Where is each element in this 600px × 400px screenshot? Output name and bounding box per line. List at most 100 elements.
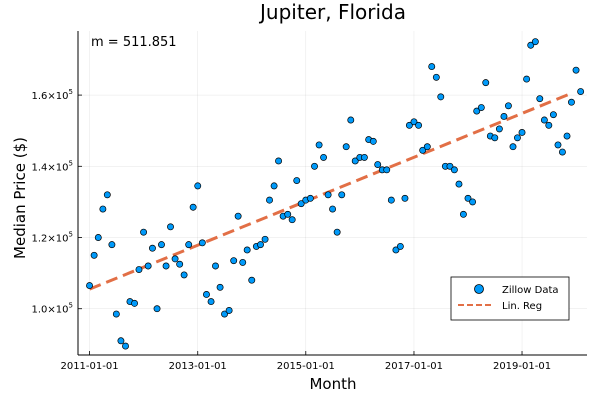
data-point <box>446 162 454 170</box>
data-point <box>554 141 562 149</box>
data-point <box>225 307 233 314</box>
y-axis-label: Median Price ($) <box>11 137 29 259</box>
data-point <box>140 228 148 236</box>
data-point <box>207 298 215 306</box>
data-point <box>122 342 129 350</box>
data-point <box>558 148 566 156</box>
data-point <box>243 246 251 254</box>
x-tick-label: 2017-01-01 <box>385 361 443 372</box>
data-point <box>473 107 481 115</box>
data-point <box>572 66 580 74</box>
y-tick-label: 1.4×105 <box>32 159 73 173</box>
data-point <box>194 182 202 190</box>
data-point <box>329 205 337 213</box>
data-point <box>432 73 440 81</box>
data-point <box>410 118 418 126</box>
data-point <box>347 116 355 124</box>
data-point <box>248 276 256 284</box>
data-point <box>158 241 165 249</box>
data-point <box>270 182 278 190</box>
data-point <box>117 337 125 345</box>
regression-series <box>88 91 573 291</box>
data-point <box>212 262 219 270</box>
data-point <box>176 260 184 268</box>
data-point <box>288 216 296 224</box>
data-point <box>392 246 400 254</box>
legend-marker-zillow-data <box>474 284 484 294</box>
x-axis-label: Month <box>309 375 356 393</box>
data-point <box>230 257 238 265</box>
data-point <box>266 196 273 204</box>
data-point <box>306 194 314 202</box>
data-point <box>387 196 395 204</box>
grid <box>78 31 587 355</box>
data-point <box>216 283 224 291</box>
data-point <box>477 104 485 112</box>
data-point <box>536 95 544 103</box>
data-point <box>311 162 318 170</box>
data-point <box>86 282 93 290</box>
slope-annotation: m = 511.851 <box>91 35 177 50</box>
x-tick-label: 2015-01-01 <box>277 361 335 372</box>
data-point <box>469 198 477 206</box>
data-point <box>131 299 138 307</box>
data-point <box>171 255 179 263</box>
data-point <box>491 134 499 142</box>
data-point <box>99 205 107 213</box>
y-tick-label: 1.0×105 <box>32 302 73 316</box>
x-tick-label: 2019-01-01 <box>493 361 551 372</box>
data-point <box>153 305 161 313</box>
data-point <box>135 266 143 273</box>
data-point <box>540 116 548 124</box>
data-point <box>401 194 409 202</box>
data-point <box>523 75 531 83</box>
data-point <box>482 79 490 87</box>
data-point <box>320 153 327 161</box>
y-tick-label: 1.2×105 <box>32 231 73 245</box>
data-point <box>257 241 264 249</box>
x-tick-label: 2013-01-01 <box>169 361 227 372</box>
data-point <box>180 271 188 279</box>
data-point <box>419 146 427 154</box>
data-point <box>495 125 503 133</box>
data-point <box>428 63 436 71</box>
legend-label-lin-reg: Lin. Reg <box>502 301 542 312</box>
data-point <box>94 234 102 241</box>
data-point <box>568 98 575 106</box>
data-point <box>464 194 472 202</box>
data-point <box>549 111 557 119</box>
data-point <box>185 241 193 249</box>
data-point <box>284 210 292 218</box>
data-point <box>504 102 512 110</box>
data-point <box>351 157 359 165</box>
data-point <box>167 223 174 231</box>
data-point <box>275 157 282 165</box>
data-point <box>531 38 539 46</box>
data-point <box>148 244 156 252</box>
data-point <box>527 41 535 49</box>
data-point <box>563 132 571 140</box>
legend-label-zillow-data: Zillow Data <box>502 285 559 296</box>
data-point <box>234 212 242 220</box>
data-point <box>90 251 98 259</box>
data-point <box>203 291 210 298</box>
data-point <box>103 191 111 199</box>
data-point <box>500 112 508 120</box>
data-point <box>455 180 463 188</box>
tick-labels: 2011-01-01 2013-01-01 2015-01-01 2017-01-01… <box>32 88 552 372</box>
data-point <box>112 310 120 318</box>
data-point <box>396 242 404 250</box>
data-point <box>221 310 228 318</box>
data-point <box>338 191 346 199</box>
data-point <box>198 239 206 247</box>
y-tick-label: 1.6×105 <box>32 88 73 102</box>
data-point <box>509 143 517 151</box>
x-tick-label: 2011-01-01 <box>60 361 118 372</box>
data-point <box>383 166 391 174</box>
data-point <box>415 121 423 129</box>
regression-line <box>88 91 573 291</box>
data-point <box>239 258 247 266</box>
data-point <box>513 134 521 142</box>
data-point <box>423 143 431 151</box>
